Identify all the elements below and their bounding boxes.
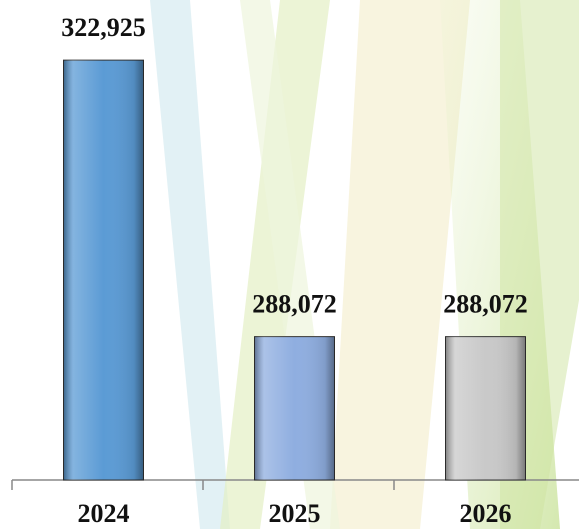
bar-shade [63,60,144,481]
x-tick-label: 2024 [78,499,130,528]
bar-shade [254,336,335,480]
bar-shade [445,336,526,480]
value-label: 322,925 [61,13,146,42]
x-tick-label: 2026 [460,499,512,528]
value-label: 288,072 [252,290,337,319]
x-tick-label: 2025 [269,499,321,528]
value-label: 288,072 [443,290,528,319]
